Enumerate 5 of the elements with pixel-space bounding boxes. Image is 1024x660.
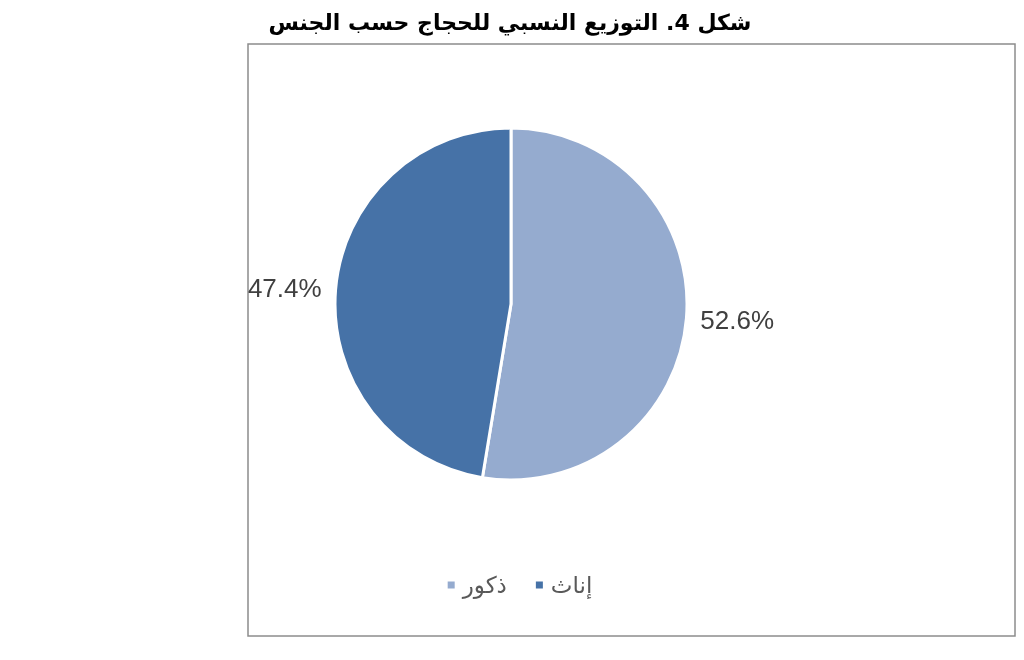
legend-label: ذكور: [462, 572, 507, 598]
data-label: 47.4%: [247, 273, 322, 304]
title: شكل 4. التوزيع النسبي للحجاج حسب الجنس: [268, 9, 752, 35]
data-label: 52.6%: [700, 304, 775, 335]
legend-label: إناث: [550, 572, 593, 598]
